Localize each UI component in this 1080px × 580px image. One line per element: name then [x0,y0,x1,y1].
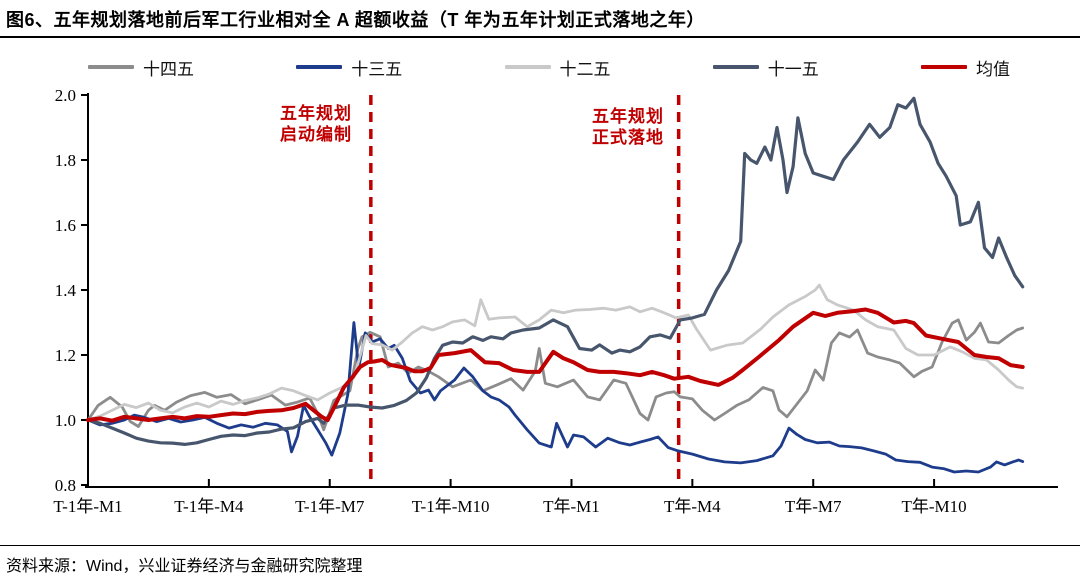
legend-swatch-icon [296,65,343,69]
legend-label: 十三五 [351,59,403,79]
x-axis-tick-label: T年-M10 [902,497,967,516]
figure-title: 图6、五年规划落地前后军工行业相对全 A 超额收益（T 年为五年计划正式落地之年… [6,10,705,30]
x-axis-tick-label: T年-M1 [543,497,600,516]
legend-swatch-icon [712,65,759,69]
legend-item-11th-fyp: 十一五 [712,55,819,80]
series-line-十四五 [86,318,1025,432]
figure-footer: 资料来源：Wind，兴业证券经济与金融研究院整理 [0,545,1080,576]
series-line-十三五 [86,321,1025,474]
legend-label: 十四五 [143,59,194,79]
legend-swatch-icon [88,65,134,69]
y-axis-tick-label: 1.2 [55,346,76,365]
y-axis-tick-label: 1.0 [55,411,76,430]
annotation-line: 启动编制 [280,125,352,144]
y-axis-tick-label: 1.4 [55,281,77,300]
x-axis-tick-label: T-1年-M10 [412,497,490,516]
x-axis-tick-label: T-1年-M1 [53,497,122,516]
annotation-line: 正式落地 [592,128,664,147]
y-axis-tick-label: 1.8 [55,151,76,170]
x-axis-tick-label: T-1年-M7 [295,497,365,516]
legend-label: 均值 [976,59,1010,79]
series-line-十一五 [86,96,1025,446]
y-axis-tick-label: 2.0 [55,86,76,105]
x-axis-tick-label: T年-M4 [664,497,721,516]
legend-item-14th-fyp: 十四五 [88,55,194,80]
source-note: 资料来源：Wind，兴业证券经济与金融研究院整理 [6,558,363,575]
series-line-十二五 [86,283,1025,422]
annotation-line: 五年规划 [280,104,352,123]
y-axis-tick-label: 1.6 [55,216,76,235]
figure-header: 图6、五年规划落地前后军工行业相对全 A 超额收益（T 年为五年计划正式落地之年… [0,0,1080,38]
legend-swatch-icon [504,65,551,69]
annotation-line: 五年规划 [592,107,664,126]
legend-swatch-icon [921,65,967,69]
annotation-plan-drafting: 五年规划 启动编制 [280,103,352,145]
legend-label: 十二五 [559,59,611,79]
chart-legend: 十四五 十三五 十二五 十一五 均值 [88,55,1010,80]
legend-item-12th-fyp: 十二五 [504,55,611,80]
legend-item-mean: 均值 [921,55,1010,80]
annotation-plan-landing: 五年规划 正式落地 [592,106,664,148]
y-axis-tick-label: 0.8 [55,476,76,495]
x-axis-tick-label: T-1年-M4 [174,497,244,516]
legend-label: 十一五 [767,59,819,79]
series-line-均值 [86,307,1025,423]
x-axis-tick-label: T年-M7 [785,497,842,516]
legend-item-13th-fyp: 十三五 [296,55,402,80]
